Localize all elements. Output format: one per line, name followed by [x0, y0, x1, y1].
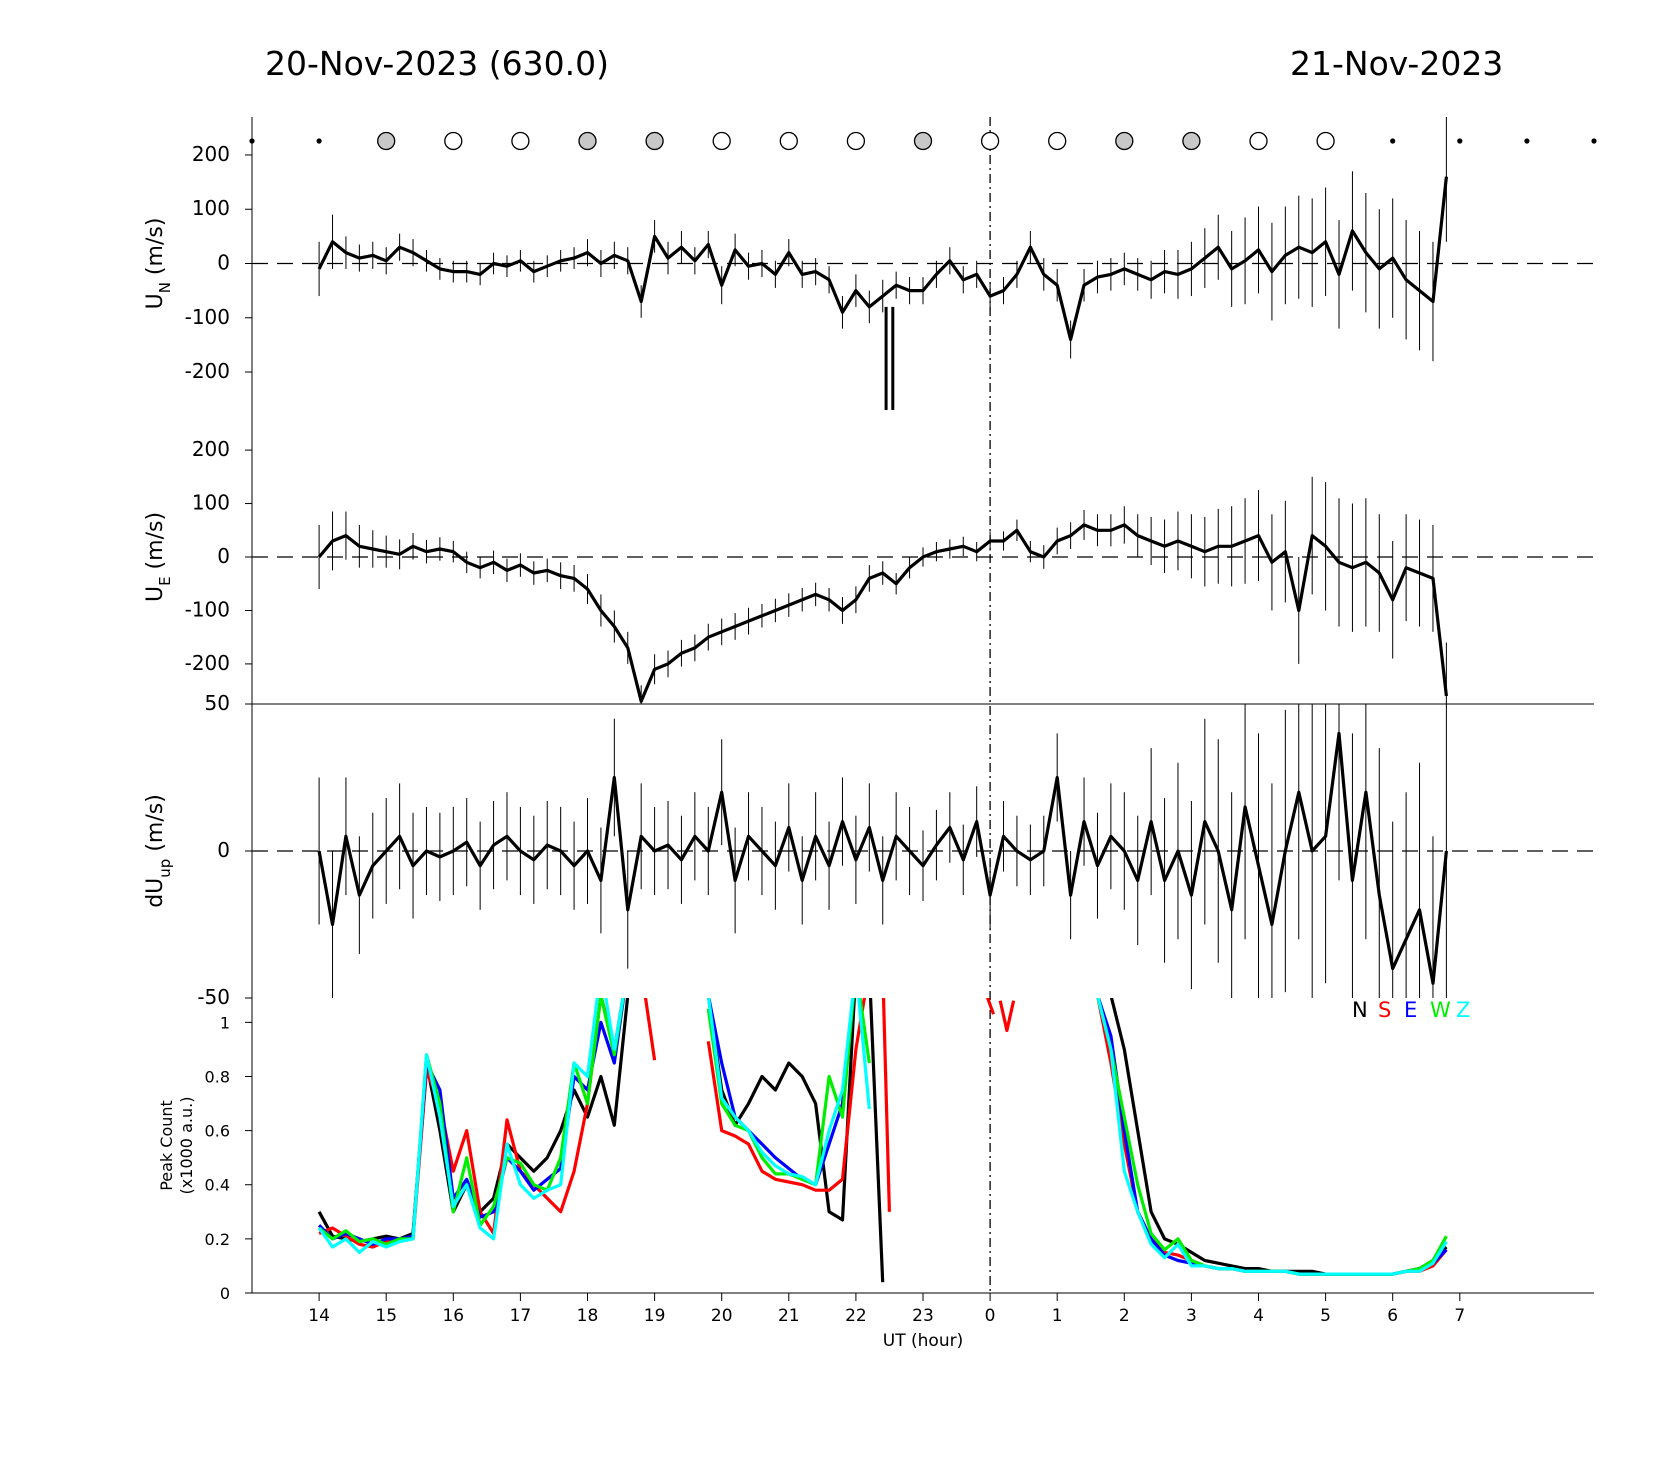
moon-marker-gray	[578, 131, 597, 151]
moon-marker-open	[511, 131, 530, 151]
moon-marker-dot	[1390, 138, 1396, 144]
x-tick-label: 15	[375, 1306, 397, 1326]
y-tick-label: -200	[185, 651, 230, 675]
panel-dup: 50 0 -50 dUup (m/s)	[143, 691, 1594, 1009]
series-line-S	[998, 1000, 1016, 1033]
x-tick-label: 20	[711, 1306, 733, 1326]
y-tick-label: 0	[217, 251, 230, 275]
x-tick-label: 22	[845, 1306, 867, 1326]
y-tick-label: 100	[192, 491, 230, 515]
legend-item-W: W	[1430, 998, 1451, 1022]
y-tick-label: -100	[185, 597, 230, 621]
series-line-Z	[317, 998, 625, 1255]
x-tick-label: 21	[778, 1306, 800, 1326]
date-title-right: 21-Nov-2023	[1290, 44, 1504, 83]
x-tick-label: 23	[912, 1306, 934, 1326]
x-tick-label: 6	[1387, 1306, 1398, 1326]
moon-marker-open	[1048, 131, 1067, 151]
y-axis-label: UN (m/s)	[143, 218, 174, 310]
moon-marker-gray	[1182, 131, 1201, 151]
panel-pc: 1 0.8 0.6 0.4 0.2 0 Peak Count (x1000 a.u.) N S E W…	[157, 998, 1594, 1303]
x-tick-label: 14	[308, 1306, 330, 1326]
moon-marker-open	[779, 131, 798, 151]
series-line-Z	[1096, 998, 1448, 1276]
y-tick-label: -50	[197, 985, 230, 1009]
series-line	[317, 523, 1448, 703]
series-line-W	[318, 998, 625, 1246]
panel-ue: 200 100 0 -100 -200 UE (m/s)	[143, 437, 1594, 704]
x-tick-label: 5	[1320, 1306, 1331, 1326]
moon-marker-open	[1249, 131, 1268, 151]
y-axis-label: UE (m/s)	[143, 512, 174, 602]
moon-marker-open	[712, 131, 731, 151]
y-tick-label: 200	[192, 437, 230, 461]
moon-marker-gray	[1115, 131, 1134, 151]
moon-marker-dot	[249, 138, 255, 144]
moon-marker-gray	[645, 131, 664, 151]
moon-marker-open	[444, 131, 463, 151]
date-title-left: 20-Nov-2023 (630.0)	[265, 44, 610, 83]
moon-marker-dot	[1524, 138, 1530, 144]
x-tick-label: 18	[577, 1306, 599, 1326]
moon-marker-gray	[377, 131, 396, 151]
x-tick-label: 16	[442, 1306, 464, 1326]
y-tick-label: 0	[217, 838, 230, 862]
legend-item-E: E	[1404, 998, 1417, 1022]
x-tick-label: 17	[510, 1306, 532, 1326]
panel-pc-plot-area	[317, 998, 1448, 1283]
series-line-W	[1096, 998, 1448, 1276]
legend-item-N: N	[1352, 998, 1368, 1022]
moon-marker-dot	[316, 138, 322, 144]
moon-marker-open	[1316, 131, 1335, 151]
y-tick-label: 200	[192, 142, 230, 166]
panel-un: 200 100 0 -100 -200 UN (m/s)	[143, 117, 1594, 410]
y-tick-label: -100	[185, 305, 230, 329]
moon-marker-dot	[1457, 138, 1463, 144]
moon-marker-open	[846, 131, 866, 151]
x-tick-label: 1	[1052, 1306, 1063, 1326]
legend-item-S: S	[1378, 998, 1391, 1022]
y-tick-label: 0	[220, 1284, 230, 1303]
x-tick-label: 0	[985, 1306, 996, 1326]
y-tick-label: 1	[220, 1013, 230, 1032]
x-tick-label: 7	[1454, 1306, 1465, 1326]
series-line-S	[985, 998, 996, 1015]
panel-ue-plot-area	[252, 476, 1594, 704]
y-axis-label: Peak Count	[157, 1100, 176, 1191]
y-tick-label: 0.4	[205, 1176, 230, 1195]
moon-marker-gray	[913, 131, 933, 151]
legend-item-Z: Z	[1456, 998, 1470, 1022]
y-tick-label: 100	[192, 196, 230, 220]
panel-un-plot-area	[252, 117, 1594, 410]
x-axis-label: UT (hour)	[883, 1331, 963, 1351]
panel-dup-plot-area	[252, 704, 1594, 998]
y-tick-label: 0	[217, 544, 230, 568]
x-tick-label: 4	[1253, 1306, 1264, 1326]
moon-marker-open	[980, 131, 1000, 151]
y-tick-label: -200	[185, 359, 230, 383]
y-axis-label: dUup (m/s)	[143, 794, 174, 908]
y-tick-label: 0.8	[205, 1067, 230, 1086]
y-axis-label-unit: (x1000 a.u.)	[177, 1097, 196, 1195]
moon-marker-dot	[1591, 138, 1597, 144]
series-line	[317, 176, 1448, 342]
series-line-Z	[707, 998, 871, 1187]
x-tick-label: 2	[1119, 1306, 1130, 1326]
x-tick-label: 19	[644, 1306, 666, 1326]
series-line-S	[706, 998, 891, 1212]
y-tick-label: 0.2	[205, 1230, 230, 1249]
y-tick-label: 0.6	[205, 1122, 230, 1141]
x-tick-label: 3	[1186, 1306, 1197, 1326]
y-tick-label: 50	[205, 691, 230, 715]
